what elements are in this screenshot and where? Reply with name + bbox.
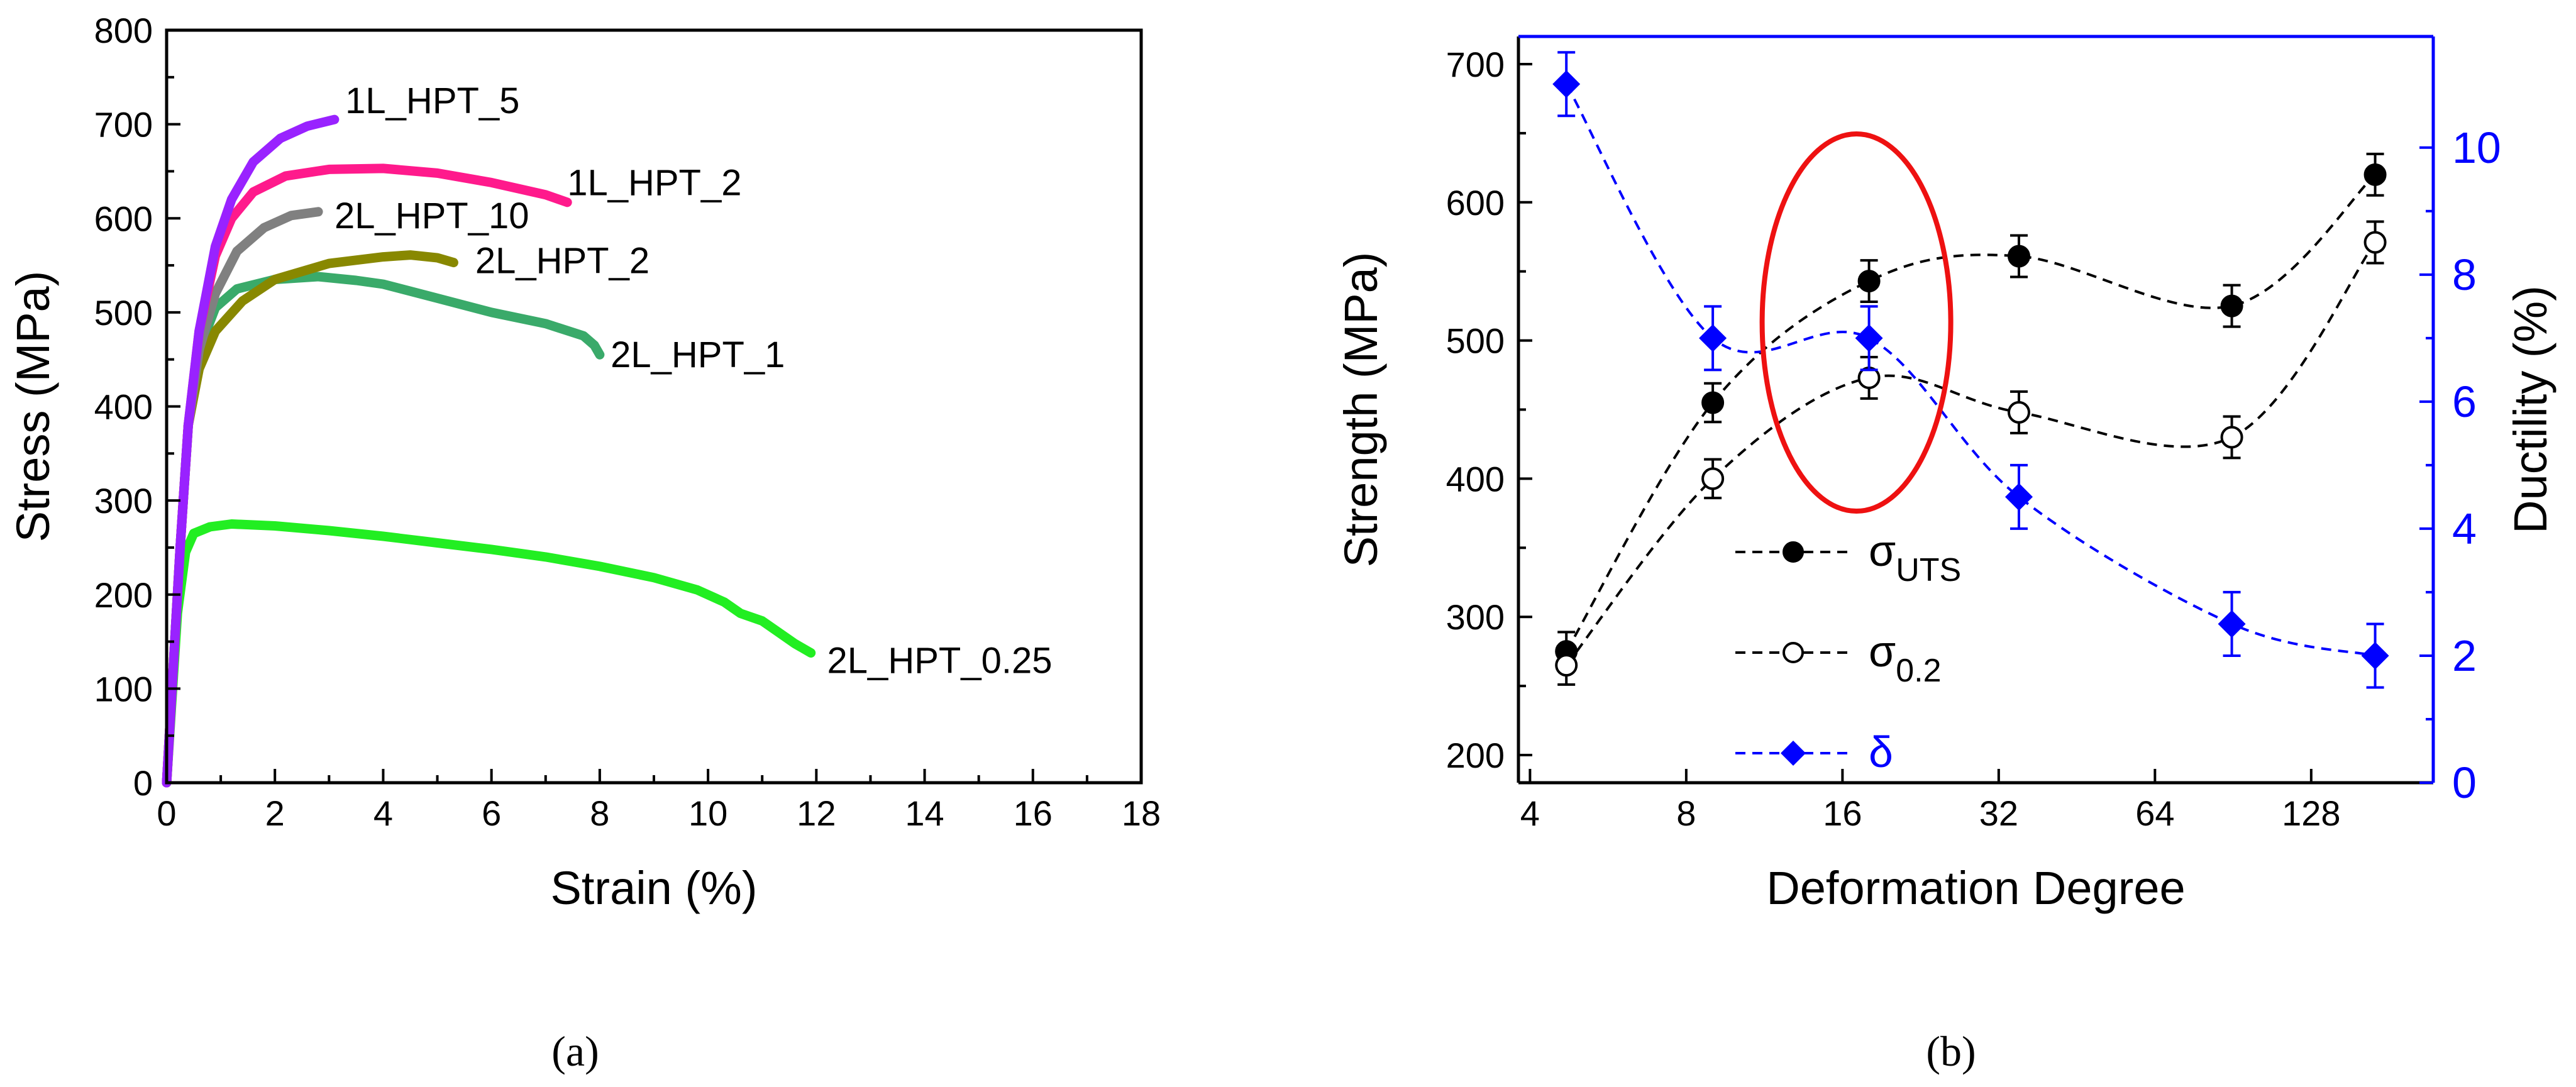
strength-ductility-chart: 4 8 16 32 64 128 200 300 400 500 600 700 0 2 4 6 8 10 σUT… [1335, 35, 2557, 1075]
series-label-2L_HPT_1: 2L_HPT_1 [611, 334, 785, 375]
y2-tick-label: 10 [2452, 123, 2501, 172]
data-point-uts [1857, 270, 1881, 293]
legend-marker-circle [1783, 541, 1804, 563]
x-tick-label: 128 [2282, 793, 2340, 833]
data-point-ductility [2218, 610, 2246, 638]
data-point-yield [2220, 426, 2243, 449]
x-tick-label: 32 [1979, 793, 2018, 833]
y-axis-title-stress: Stress (MPa) [7, 271, 59, 543]
legend-label: δ [1869, 727, 1893, 776]
x-tick-label: 4 [373, 793, 393, 833]
y-axis-title-strength: Strength (MPa) [1335, 252, 1387, 568]
x-tick-label: 8 [590, 793, 609, 833]
y-tick-label: 500 [94, 293, 153, 333]
series-line-2L_HPT_0.25 [162, 519, 816, 788]
y2-tick-label: 8 [2452, 250, 2477, 299]
trend-line-filled-circle [1565, 174, 2376, 653]
x-tick-label: 6 [482, 793, 501, 833]
legend-marker-circle [1783, 642, 1804, 663]
y-tick-label: 100 [94, 669, 153, 709]
data-point-yield [1701, 467, 1725, 490]
series-label-1L_HPT_5: 1L_HPT_5 [345, 80, 519, 121]
x-tick-label: 4 [1520, 793, 1540, 833]
y-tick-label: 300 [94, 481, 153, 521]
data-point-yield [1555, 654, 1578, 677]
data-point-yield [2363, 231, 2387, 254]
series-label-2L_HPT_0.25: 2L_HPT_0.25 [827, 640, 1053, 681]
y2-axis-title-ductility: Ductility (%) [2504, 285, 2557, 534]
y-tick-label: 700 [1446, 45, 1505, 84]
series-label-2L_HPT_10: 2L_HPT_10 [334, 196, 529, 236]
data-point-yield [2007, 400, 2030, 424]
stress-strain-chart: 2L_HPT_0.25 2L_HPT_1 2L_HPT_2 2L_HPT_10 1L_H… [7, 11, 1161, 1075]
legend-marker-diamond [1781, 741, 1806, 766]
data-point-ductility [1699, 324, 1727, 352]
x-tick-label: 0 [157, 793, 176, 833]
panel-label-b: (b) [1926, 1027, 1976, 1075]
trend-line-open-circle [1565, 241, 2377, 666]
y2-tick-label: 4 [2452, 504, 2477, 553]
series-label-1L_HPT_2: 1L_HPT_2 [567, 162, 741, 203]
panel-label-a: (a) [551, 1027, 599, 1075]
x-tick-label: 14 [905, 793, 944, 833]
x-tick-label: 18 [1122, 793, 1161, 833]
y2-tick-label: 6 [2452, 377, 2477, 426]
y-tick-label: 200 [1446, 736, 1505, 775]
y2-tick-label: 0 [2452, 758, 2477, 807]
x-tick-label: 10 [688, 793, 727, 833]
data-point-ductility [2004, 483, 2033, 511]
y-tick-label: 500 [1446, 321, 1505, 361]
y-tick-label: 700 [94, 105, 153, 145]
y-tick-label: 200 [94, 575, 153, 615]
x-axis-title-strain: Strain (%) [551, 862, 758, 914]
x-tick-label: 16 [1014, 793, 1053, 833]
data-point-uts [2007, 245, 2030, 268]
y-tick-label: 600 [1446, 183, 1505, 223]
y2-tick-label: 2 [2452, 631, 2477, 680]
series-line-1L_HPT_5 [162, 114, 340, 788]
data-point-ductility [1855, 324, 1883, 352]
x-tick-label: 64 [2135, 793, 2174, 833]
x-tick-label: 2 [265, 793, 285, 833]
x-axis-title-deformation: Deformation Degree [1766, 862, 2185, 914]
x-tick-label: 8 [1676, 793, 1696, 833]
x-tick-label: 16 [1823, 793, 1862, 833]
legend-label: σ0.2 [1869, 627, 1942, 689]
y-tick-label: 400 [94, 387, 153, 427]
data-point-uts [2363, 163, 2387, 186]
highlight-ellipse [1759, 131, 1954, 514]
y-tick-label: 300 [1446, 597, 1505, 637]
y-tick-label: 400 [1446, 459, 1505, 499]
y-tick-label: 600 [94, 199, 153, 238]
data-point-ductility [1552, 70, 1581, 98]
y-tick-label: 0 [133, 763, 153, 803]
x-tick-label: 12 [797, 793, 836, 833]
y-tick-label: 800 [94, 11, 153, 50]
data-point-uts [1701, 391, 1725, 414]
data-point-uts [2220, 294, 2243, 317]
series-label-2L_HPT_2: 2L_HPT_2 [475, 241, 650, 282]
legend-label: σUTS [1869, 526, 1961, 588]
data-point-ductility [2361, 641, 2389, 670]
